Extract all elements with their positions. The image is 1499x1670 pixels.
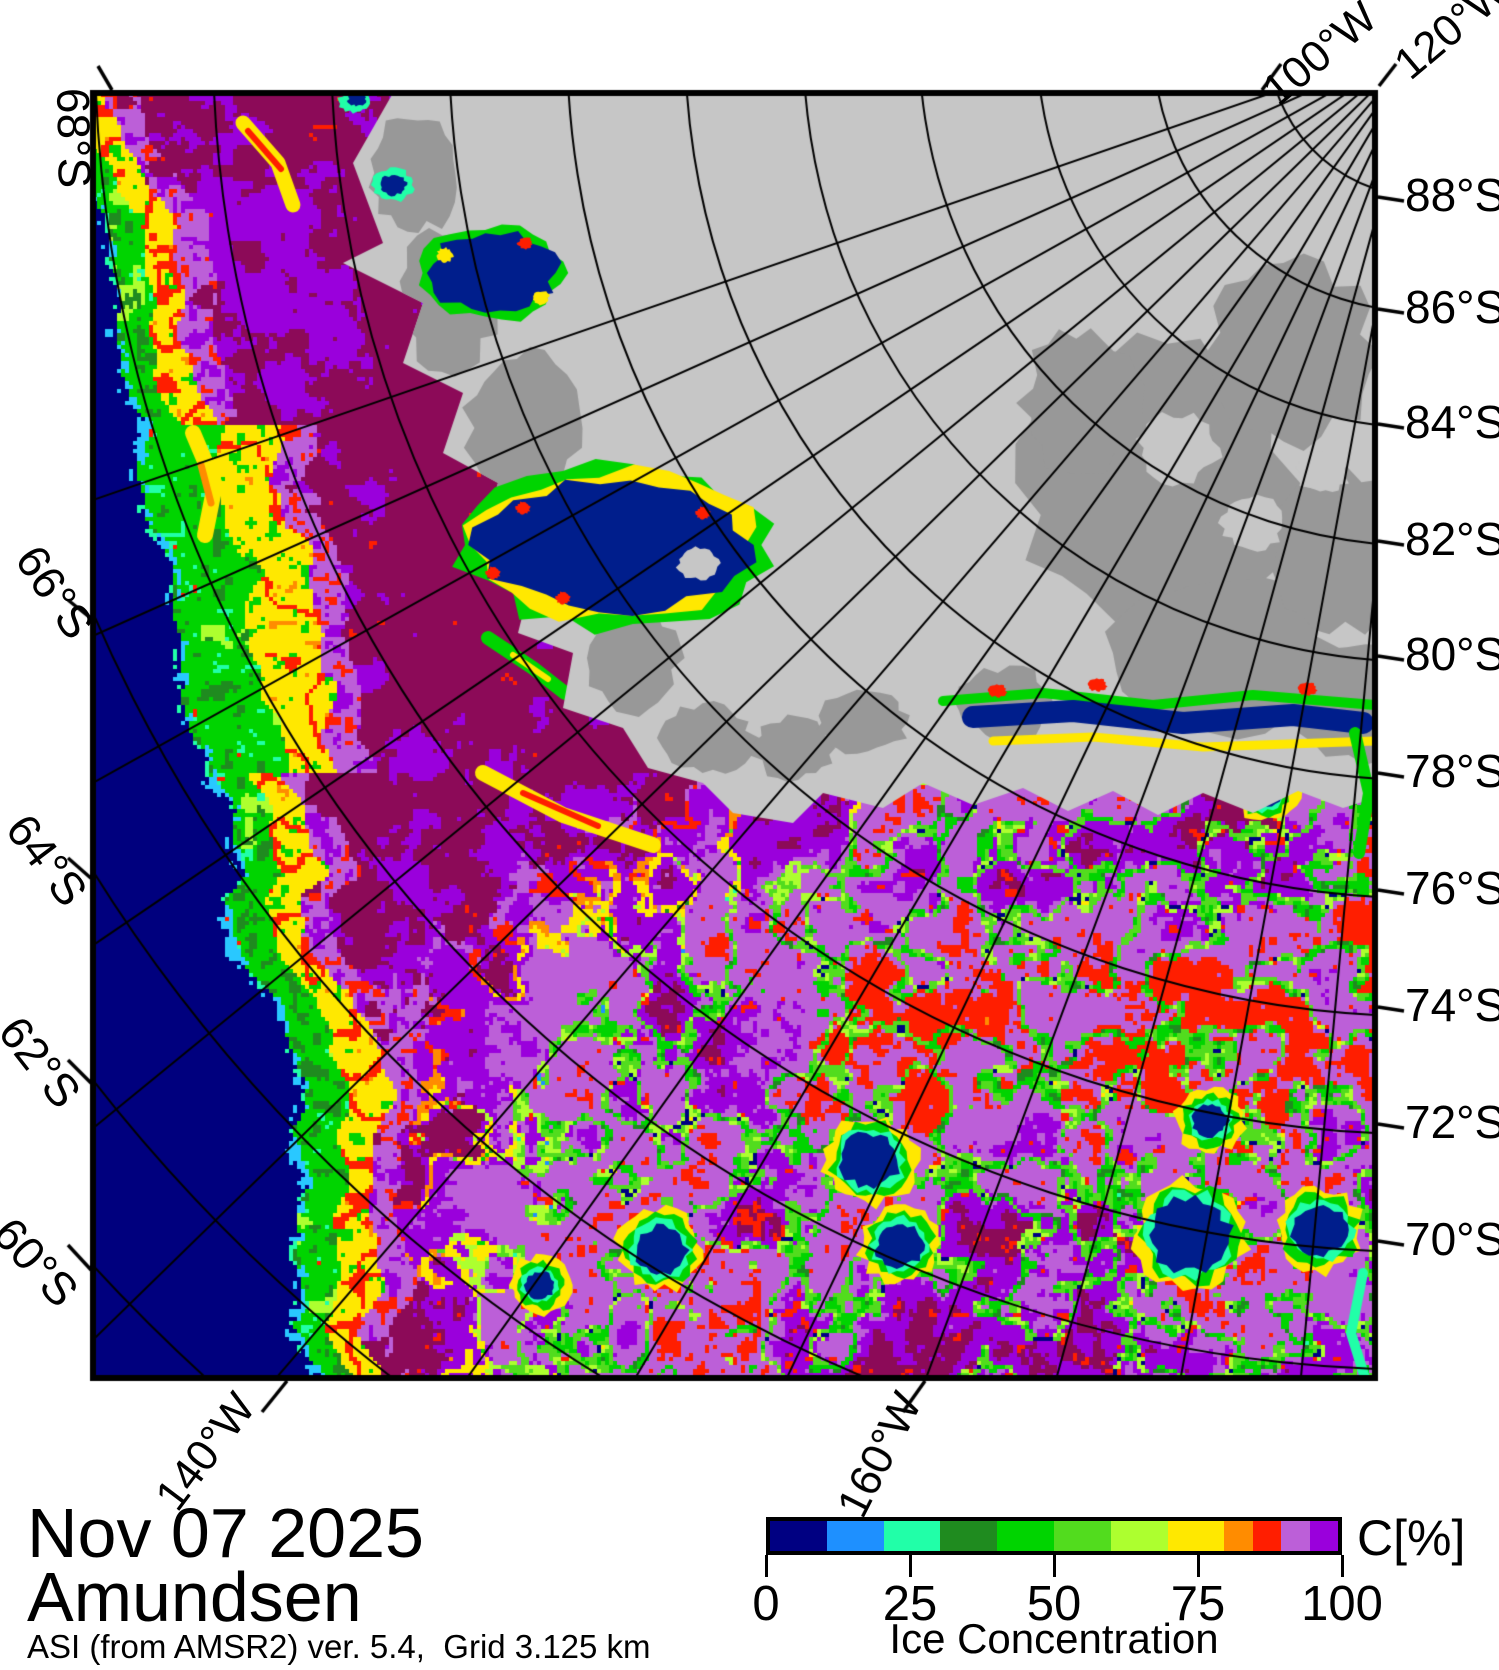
- colorbar-units-label: C[%]: [1357, 1510, 1466, 1566]
- colorbar-segment: [940, 1521, 998, 1551]
- lat-label-74s: 74°S: [1405, 979, 1499, 1031]
- colorbar-segment: [883, 1521, 941, 1551]
- lat-label-78s: 78°S: [1405, 745, 1499, 797]
- colorbar-segment: [826, 1521, 884, 1551]
- colorbar-segment: [1309, 1521, 1338, 1551]
- colorbar-axis-label: Ice Concentration: [889, 1615, 1219, 1662]
- colorbar-tick-75: [1197, 1555, 1200, 1577]
- colorbar-segment: [1053, 1521, 1111, 1551]
- colorbar-label-50: 50: [1026, 1577, 1082, 1631]
- lat-label-80s: 80°S: [1405, 628, 1499, 680]
- source-label: ASI (from AMSR2) ver. 5.4, Grid 3.125 km: [27, 1628, 651, 1665]
- lat-label-76s: 76°S: [1405, 862, 1499, 914]
- colorbar-segment: [770, 1521, 827, 1551]
- date-label: Nov 07 2025: [27, 1494, 424, 1572]
- colorbar-segment: [1281, 1521, 1310, 1551]
- lat-label-82s: 82°S: [1405, 513, 1499, 565]
- colorbar-segment: [997, 1521, 1054, 1551]
- colorbar-tick-100: [1341, 1555, 1344, 1577]
- region-label: Amundsen: [27, 1558, 362, 1636]
- colorbar-label-0: 0: [752, 1577, 780, 1631]
- colorbar-label-25: 25: [882, 1577, 938, 1631]
- colorbar-label-100: 100: [1301, 1577, 1383, 1631]
- colorbar-tick-50: [1053, 1555, 1056, 1577]
- colorbar-label-75: 75: [1170, 1577, 1226, 1631]
- lat-label-84s: 84°S: [1405, 396, 1499, 448]
- lat-label-88s: 88°S: [1405, 169, 1499, 221]
- colorbar-segment: [1167, 1521, 1225, 1551]
- lat-label-68s: 68°S: [47, 87, 101, 189]
- colorbar: [766, 1517, 1342, 1555]
- colorbar-tick-0: [765, 1555, 768, 1577]
- lat-label-72s: 72°S: [1405, 1096, 1499, 1148]
- lat-label-86s: 86°S: [1405, 281, 1499, 333]
- colorbar-segment: [1252, 1521, 1282, 1551]
- colorbar-segment: [1110, 1521, 1168, 1551]
- colorbar-segment: [1224, 1521, 1253, 1551]
- colorbar-tick-25: [909, 1555, 912, 1577]
- lat-label-70s: 70°S: [1405, 1213, 1499, 1265]
